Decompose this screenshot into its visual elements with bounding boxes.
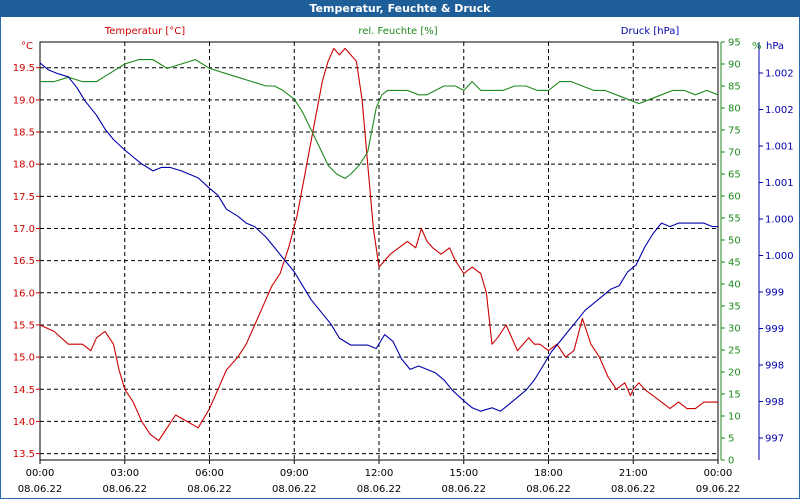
temperature-tick-label: 17.5 bbox=[13, 192, 35, 203]
humidity-tick-label: 25 bbox=[728, 346, 741, 357]
temperature-tick-label: 16.0 bbox=[13, 288, 35, 299]
x-tick-time: 00:00 bbox=[704, 468, 733, 479]
pressure-line bbox=[39, 62, 718, 412]
pressure-tick-label: 1.000 bbox=[765, 251, 794, 262]
humidity-tick-label: 90 bbox=[728, 60, 741, 71]
x-tick-date: 09.06.22 bbox=[696, 484, 741, 495]
x-tick-date: 08.06.22 bbox=[187, 484, 232, 495]
x-tick-time: 06:00 bbox=[195, 468, 224, 479]
x-tick-date: 08.06.22 bbox=[18, 484, 63, 495]
x-tick-time: 09:00 bbox=[280, 468, 309, 479]
plot-area bbox=[39, 41, 719, 461]
temperature-tick-label: 15.5 bbox=[13, 320, 35, 331]
pressure-tick-label: 1.000 bbox=[765, 215, 794, 226]
humidity-tick-label: 95 bbox=[728, 38, 741, 49]
humidity-tick-label: 10 bbox=[728, 412, 741, 423]
x-tick-time: 00:00 bbox=[26, 468, 55, 479]
humidity-tick-label: 5 bbox=[728, 434, 734, 445]
axes-group: 00:00 08.06.22 03:00 08.06.22 06:00 08.06.22 0… bbox=[13, 38, 794, 496]
pressure-tick-label: 1.002 bbox=[765, 105, 794, 116]
humidity-tick-label: 0 bbox=[728, 456, 734, 467]
pressure-tick-label: 999 bbox=[765, 324, 784, 335]
temperature-tick-label: 13.5 bbox=[13, 449, 35, 460]
humidity-tick-label: 80 bbox=[728, 104, 741, 115]
x-tick-time: 03:00 bbox=[110, 468, 139, 479]
pressure-tick-label: 999 bbox=[765, 288, 784, 299]
x-tick-date: 08.06.22 bbox=[357, 484, 402, 495]
pressure-tick-label: 1.002 bbox=[765, 69, 794, 80]
x-tick-date: 08.06.22 bbox=[526, 484, 571, 495]
chart-title: Temperatur, Feuchte & Druck bbox=[0, 0, 800, 17]
grid bbox=[40, 42, 718, 460]
temperature-tick-label: 18.5 bbox=[13, 128, 35, 139]
humidity-line bbox=[40, 59, 719, 179]
x-tick-time: 18:00 bbox=[534, 468, 563, 479]
pressure-axis-unit: hPa bbox=[766, 41, 784, 52]
temperature-axis-unit: °C bbox=[21, 41, 33, 52]
humidity-tick-label: 50 bbox=[728, 236, 741, 247]
temperature-tick-label: 19.5 bbox=[13, 63, 35, 74]
temperature-tick-label: 18.0 bbox=[13, 160, 35, 171]
x-tick-time: 15:00 bbox=[449, 468, 478, 479]
temperature-line bbox=[39, 47, 718, 442]
pressure-tick-label: 998 bbox=[765, 397, 784, 408]
x-tick-date: 08.06.22 bbox=[272, 484, 317, 495]
humidity-tick-label: 85 bbox=[728, 82, 741, 93]
temperature-tick-label: 19.0 bbox=[13, 95, 35, 106]
humidity-tick-label: 35 bbox=[728, 302, 741, 313]
humidity-tick-label: 65 bbox=[728, 170, 741, 181]
humidity-tick-label: 75 bbox=[728, 126, 741, 137]
humidity-tick-label: 30 bbox=[728, 324, 741, 335]
temperature-tick-label: 17.0 bbox=[13, 224, 35, 235]
x-tick-time: 12:00 bbox=[365, 468, 394, 479]
pressure-tick-label: 1.001 bbox=[765, 142, 794, 153]
x-tick-date: 08.06.22 bbox=[611, 484, 656, 495]
humidity-tick-label: 70 bbox=[728, 148, 741, 159]
humidity-tick-label: 45 bbox=[728, 258, 741, 269]
series-group bbox=[39, 47, 719, 442]
x-tick-time: 21:00 bbox=[619, 468, 648, 479]
temperature-tick-label: 16.5 bbox=[13, 256, 35, 267]
temperature-tick-label: 15.0 bbox=[13, 353, 35, 364]
humidity-tick-label: 20 bbox=[728, 368, 741, 379]
pressure-tick-label: 998 bbox=[765, 361, 784, 372]
temperature-tick-label: 14.5 bbox=[13, 385, 35, 396]
humidity-tick-label: 60 bbox=[728, 192, 741, 203]
humidity-axis-label: rel. Feuchte [%] bbox=[358, 26, 437, 37]
temperature-tick-label: 14.0 bbox=[13, 417, 35, 428]
pressure-axis-label: Druck [hPa] bbox=[621, 26, 680, 37]
humidity-tick-label: 15 bbox=[728, 390, 741, 401]
x-tick-date: 08.06.22 bbox=[102, 484, 147, 495]
humidity-axis-unit: % bbox=[752, 41, 762, 52]
humidity-tick-label: 40 bbox=[728, 280, 741, 291]
temperature-axis-label: Temperatur [°C] bbox=[104, 26, 185, 37]
x-tick-date: 08.06.22 bbox=[441, 484, 486, 495]
pressure-tick-label: 1.001 bbox=[765, 178, 794, 189]
pressure-tick-label: 997 bbox=[765, 434, 784, 445]
humidity-tick-label: 55 bbox=[728, 214, 741, 225]
